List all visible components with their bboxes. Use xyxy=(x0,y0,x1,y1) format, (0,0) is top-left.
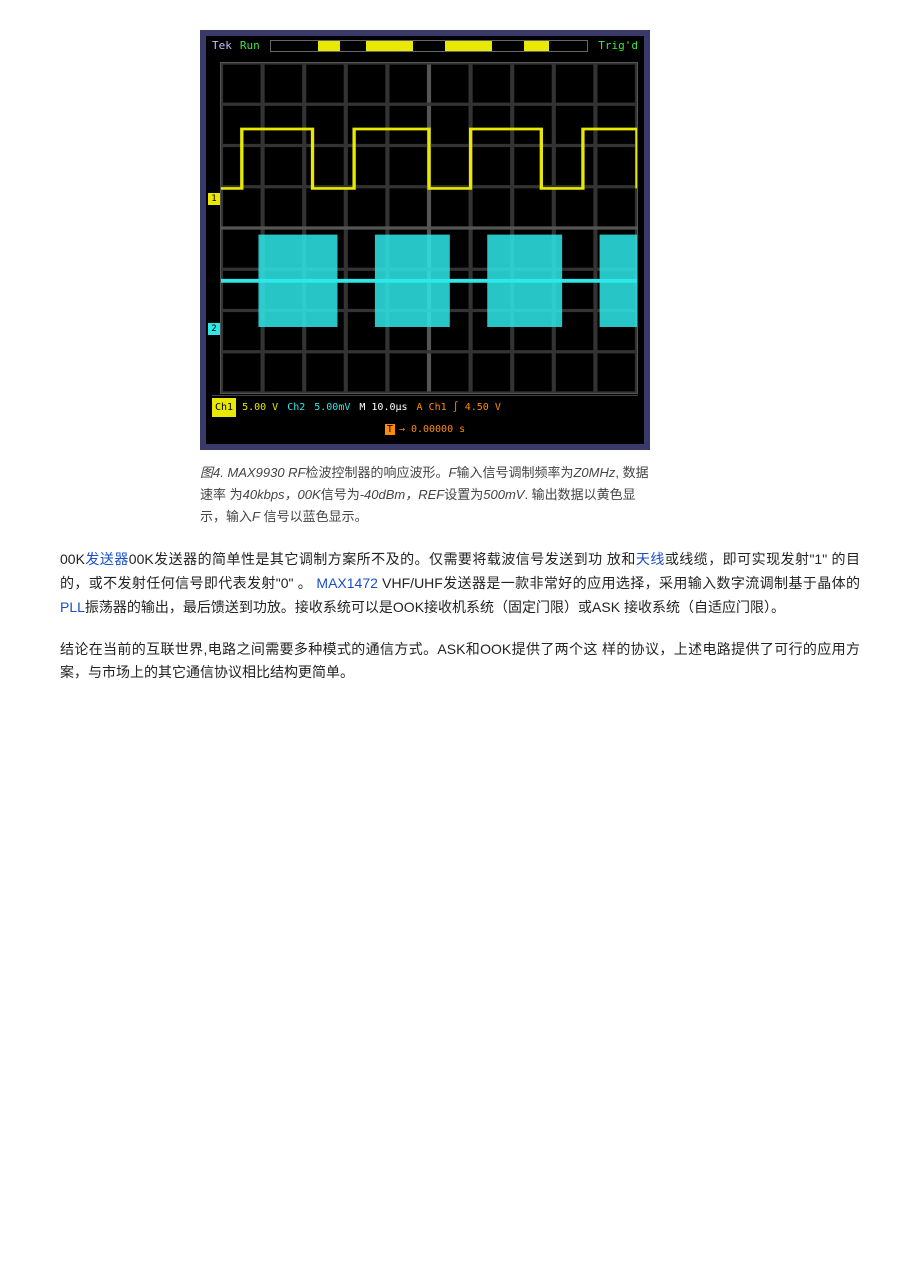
waveform-svg xyxy=(221,63,637,393)
scope-trig-status: Trig'd xyxy=(598,37,638,56)
scope-time-readout: T → 0.00000 s xyxy=(212,421,638,438)
scope-top-bar: Tek Run Trig'd xyxy=(206,36,644,56)
scope-time-arrow: → xyxy=(399,424,405,435)
caption-text: 检波控制器的响应波形。 xyxy=(306,465,449,480)
caption-text: 图4. MAX9930 RF xyxy=(200,465,306,480)
scope-readout-row: Ch1 5.00 V Ch2 5.00mV M 10.0µs A Ch1 ∫ 4… xyxy=(212,395,638,417)
link-antenna[interactable]: 天线 xyxy=(636,551,665,567)
readout-trigger: A Ch1 ∫ 4.50 V xyxy=(414,398,504,417)
scope-bottom-bar: Ch1 5.00 V Ch2 5.00mV M 10.0µs A Ch1 ∫ 4… xyxy=(212,395,638,438)
link-max1472[interactable]: MAX1472 xyxy=(316,575,377,591)
readout-ch2-value: 5.00mV xyxy=(311,398,353,417)
figure-caption: 图4. MAX9930 RF检波控制器的响应波形。 F 输入信号调制频率为Z0MHz… xyxy=(200,462,660,528)
scope-brand: Tek xyxy=(212,37,232,56)
body-text: VHF/UHF发送器是一款非常好的应用选择，采用输入数字流调制基于晶体的 xyxy=(378,575,860,591)
caption-text: 设置为 xyxy=(444,487,483,502)
oscilloscope-screenshot: Tek Run Trig'd ▼ 1 2 Ch1 5.00 V Ch2 5.00… xyxy=(200,30,650,450)
readout-timebase: M 10.0µs xyxy=(356,398,410,417)
link-transmitter[interactable]: 发送器 xyxy=(85,551,129,567)
caption-text: 输入信号调制频率为 xyxy=(456,465,573,480)
caption-text: 40kbps，00K xyxy=(243,487,321,502)
scope-time-prefix: T xyxy=(385,424,395,435)
readout-ch2-label: Ch2 xyxy=(284,398,308,417)
ch2-marker-icon: 2 xyxy=(208,323,220,335)
caption-text: F xyxy=(252,509,260,524)
caption-text: 500mV xyxy=(483,487,524,502)
caption-text: -40dBm，REF xyxy=(360,487,445,502)
caption-text: 信号为 xyxy=(321,487,360,502)
paragraph-transmitter: 00K发送器00K发送器的简单性是其它调制方案所不及的。仅需要将载波信号发送到功… xyxy=(60,548,860,619)
body-text: 00K发送器的简单性是其它调制方案所不及的。仅需要将载波信号发送到功 放和 xyxy=(129,551,636,567)
caption-text: 信号以蓝色显示。 xyxy=(260,509,368,524)
scope-grid xyxy=(220,62,638,394)
scope-acquisition-bar xyxy=(270,40,589,52)
body-text: 振荡器的输出，最后馈送到功放。接收系统可以是OOK接收机系统（固定门限）或ASK… xyxy=(85,599,785,615)
ch1-marker-icon: 1 xyxy=(208,193,220,205)
caption-text: Z0MHz xyxy=(573,465,615,480)
scope-run-status: Run xyxy=(240,37,260,56)
figure-block: Tek Run Trig'd ▼ 1 2 Ch1 5.00 V Ch2 5.00… xyxy=(200,30,860,528)
paragraph-conclusion: 结论在当前的互联世界,电路之间需要多种模式的通信方式。ASK和OOK提供了两个这… xyxy=(60,638,860,686)
readout-ch1-value: 5.00 V xyxy=(239,398,281,417)
readout-ch1-label: Ch1 xyxy=(212,398,236,417)
body-text: 00K xyxy=(60,551,85,567)
scope-time-value: 0.00000 s xyxy=(411,424,465,435)
link-pll[interactable]: PLL xyxy=(60,599,85,615)
